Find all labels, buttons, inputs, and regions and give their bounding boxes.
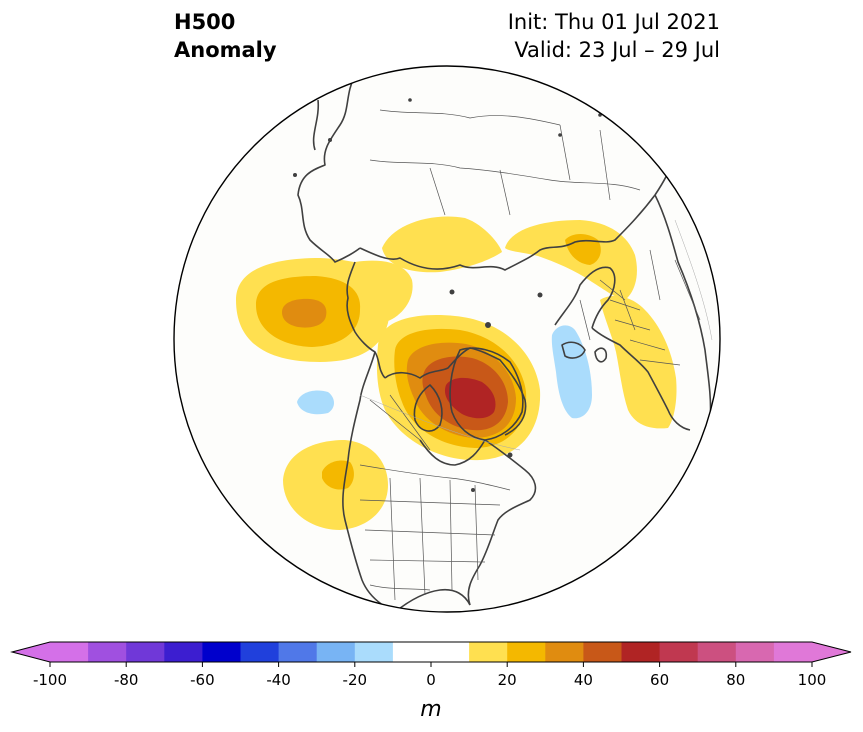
island-6 [328, 138, 332, 142]
colorbar-tick-label: -40 [266, 671, 291, 689]
title-type: Anomaly [174, 38, 277, 62]
colorbar-bin [659, 642, 699, 662]
anomaly-greenland-50 [444, 377, 496, 419]
colorbar-tick-label: 0 [426, 671, 436, 689]
colorbar-bin [126, 642, 165, 662]
border-us-states [359, 477, 501, 601]
colorbar-bin [697, 642, 737, 662]
island-5 [471, 488, 475, 492]
anomaly-atlantic-neg10 [551, 325, 592, 419]
colorbar-tick-label: 40 [574, 671, 593, 689]
anomaly-alaska-10 [355, 260, 413, 322]
colorbar-bin [354, 642, 394, 662]
coast-british-isles [594, 347, 608, 363]
map-dates: Init: Thu 01 Jul 2021 Valid: 23 Jul – 29… [508, 8, 720, 64]
colorbar-bin [545, 642, 584, 662]
coast-scandinavia [554, 266, 616, 329]
island-3 [537, 292, 543, 298]
colorbar-bin [164, 642, 203, 662]
colorbar-bin [735, 642, 775, 662]
colorbar-bin [621, 642, 661, 662]
colorbar-bin [88, 642, 127, 662]
coast-gulf-mexico [394, 588, 471, 612]
border-asia-1 [379, 109, 561, 126]
anomaly-europe-10 [505, 220, 637, 300]
title-variable: H500 [174, 10, 236, 34]
colorbar-bin [50, 642, 89, 662]
coast-baffin [413, 384, 443, 432]
border-asia-2 [369, 159, 641, 191]
border-mexico [369, 584, 431, 591]
coast-siberia-arctic [359, 161, 673, 271]
colorbar-tick-label: 20 [498, 671, 517, 689]
colorbar-bin [202, 642, 241, 662]
coast-north-america-east [467, 439, 537, 606]
map-boundary [173, 65, 721, 613]
colorbar-bin [278, 642, 318, 662]
anomaly-arctic-10 [382, 216, 502, 273]
colorbar-tick-label: -80 [114, 671, 139, 689]
border-europe-2 [579, 249, 701, 341]
lat-line-west [359, 394, 521, 451]
anomaly-pacific-30 [282, 298, 327, 328]
colorbar-bin [583, 642, 622, 662]
border-asia-3 [429, 124, 611, 216]
colorbar-under-arrow [12, 642, 50, 662]
colorbar-tick-label: -60 [190, 671, 215, 689]
border-europe-1 [599, 279, 681, 366]
colorbar [10, 641, 852, 663]
island-4 [507, 452, 513, 458]
colorbar-tick-label: -100 [33, 671, 67, 689]
init-date: Init: Thu 01 Jul 2021 [507, 10, 720, 34]
colorbar-tick-label: -20 [343, 671, 368, 689]
coast-iceland [561, 341, 586, 359]
coast-greenland [449, 347, 524, 441]
coast-europe [591, 327, 691, 431]
islands [293, 98, 602, 492]
political-borders [359, 109, 701, 601]
island-8 [408, 98, 412, 102]
coast-alaska [346, 261, 386, 379]
coast-north-america-west [342, 351, 396, 612]
valid-range: Valid: 23 Jul – 29 Jul [514, 38, 720, 62]
colorbar-bin [773, 642, 813, 662]
island-7 [293, 173, 297, 177]
colorbar-over-arrow [812, 642, 851, 662]
coast-kamchatka [312, 99, 320, 151]
map-title: H500 Anomaly [174, 8, 277, 64]
colorbar-bin [469, 642, 508, 662]
colorbar-bin [507, 642, 546, 662]
colorbar-bin [316, 642, 356, 662]
colorbar-tick-label: 60 [650, 671, 669, 689]
colorbar-ticks: -100 -80 -60 -40 -20 0 20 40 60 80 100 [33, 662, 826, 689]
colorbar-bin [240, 642, 280, 662]
island-1 [485, 322, 491, 328]
island-2 [449, 289, 455, 295]
border-canada-provinces [369, 394, 431, 451]
island-9 [558, 133, 562, 137]
colorbar-tick-label: 80 [726, 671, 745, 689]
polar-map [174, 66, 720, 612]
colorbar-tick-label: 100 [798, 671, 827, 689]
lat-line-east [674, 219, 713, 341]
latitude-lines [359, 219, 713, 451]
colorbar-unit: m [420, 697, 441, 722]
anomaly-pacific-neg10 [297, 390, 334, 415]
border-canada-us [359, 464, 511, 491]
coast-hudson [419, 439, 486, 466]
coast-east-asia [297, 74, 361, 263]
colorbar-bin [392, 642, 470, 662]
